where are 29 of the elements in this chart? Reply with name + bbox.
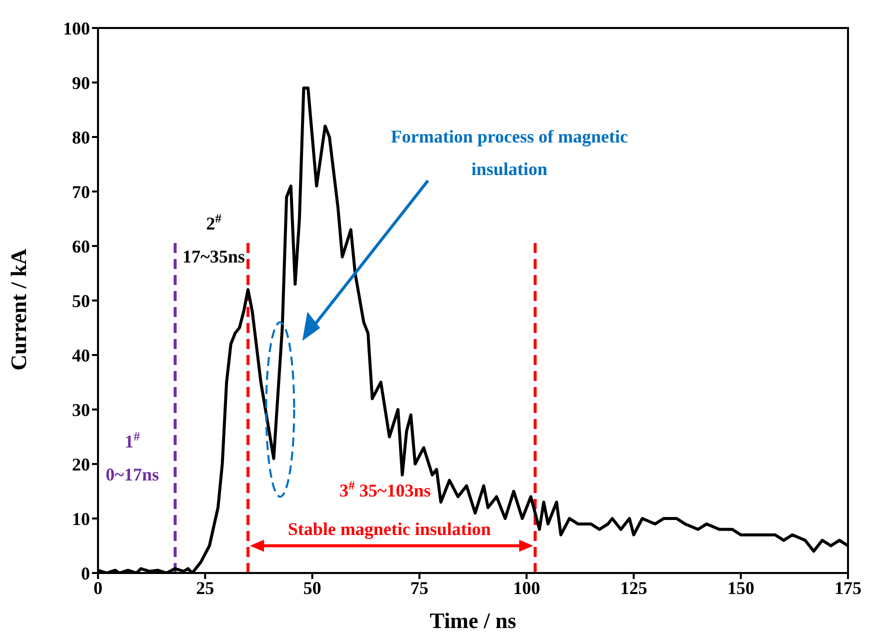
x-tick-label: 125	[620, 578, 648, 598]
annotation: insulation	[471, 159, 548, 180]
annotation: 0~17ns	[106, 464, 159, 484]
y-tick-label: 70	[72, 182, 90, 202]
x-tick-label: 75	[410, 578, 428, 598]
y-tick-label: 60	[72, 236, 90, 256]
x-tick-label: 150	[727, 578, 754, 598]
annotation: 1$^{#}$	[124, 430, 141, 452]
y-tick-label: 30	[72, 400, 90, 420]
y-tick-label: 50	[72, 290, 90, 311]
y-tick-label: 90	[72, 72, 90, 93]
y-tick-label: 0	[81, 563, 90, 584]
x-tick-label: 50	[303, 578, 322, 598]
x-axis-title: Time / ns	[430, 608, 517, 633]
annotation: Formation process of magnetic	[390, 126, 628, 146]
annotation: 17~35ns	[182, 246, 245, 266]
annotation: 2$^{#}$	[206, 212, 222, 234]
x-tick-label: 175	[834, 578, 862, 598]
y-tick-label: 100	[63, 18, 90, 38]
y-axis-title: Current / kA	[6, 248, 31, 370]
annotation: 3$^{#}$ 35~103ns	[340, 478, 431, 501]
y-tick-label: 80	[72, 127, 90, 148]
x-tick-label: 0	[94, 578, 102, 598]
y-tick-label: 10	[72, 508, 90, 529]
annotation: Stable magnetic insulation	[288, 518, 491, 539]
x-tick-label: 25	[196, 578, 214, 598]
x-tick-label: 100	[513, 578, 540, 598]
y-tick-label: 40	[72, 345, 90, 366]
y-tick-label: 20	[72, 454, 90, 474]
